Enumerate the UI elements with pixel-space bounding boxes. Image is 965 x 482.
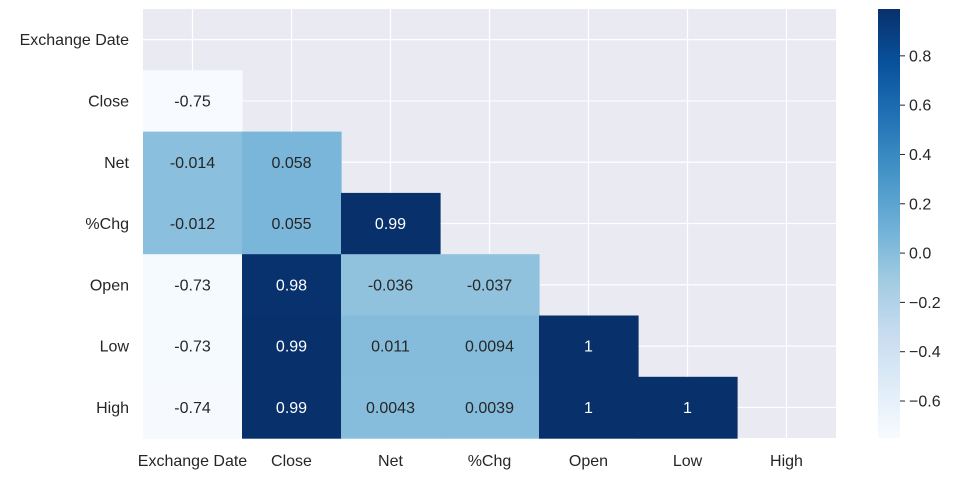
cell-value-label: -0.73	[174, 277, 211, 294]
heatmap-cell-labels: -0.75 -0.014 0.058 -0.012 0.055 0.99 -0.73 0.98…	[170, 93, 692, 417]
colorbar-tick-label: 0.0	[909, 246, 931, 263]
y-tick-label: Low	[100, 339, 130, 356]
heatmap-cell	[440, 254, 540, 317]
y-tick-label: Close	[88, 93, 129, 110]
x-tick-label: Net	[378, 453, 403, 470]
heatmap-cell	[440, 376, 540, 439]
cell-value-label: -0.014	[170, 155, 215, 172]
cell-value-label: -0.036	[368, 277, 413, 294]
cell-value-label: 0.0094	[465, 339, 514, 356]
cell-value-label: 1	[584, 339, 593, 356]
heatmap-cell	[440, 315, 540, 378]
colorbar: 0.8 0.6 0.4 0.2 0.0 −0.2 −0.4 −0.6	[878, 9, 941, 438]
heatmap-cell	[143, 192, 243, 255]
heatmap-cell	[539, 376, 639, 439]
heatmap-cell	[143, 376, 243, 439]
heatmap-cell	[242, 254, 342, 317]
heatmap-cell	[341, 315, 441, 378]
heatmap-cell	[539, 315, 639, 378]
cell-value-label: 0.055	[271, 216, 311, 233]
cell-value-label: 0.99	[375, 216, 406, 233]
colorbar-tick-label: −0.2	[909, 295, 941, 312]
heatmap-cell	[242, 315, 342, 378]
cell-value-label: -0.75	[174, 93, 211, 110]
y-tick-label: Exchange Date	[20, 32, 130, 49]
heatmap-cell	[143, 70, 243, 133]
heatmap-cell	[143, 131, 243, 194]
heatmap-cell	[143, 254, 243, 317]
x-tick-label: Close	[271, 453, 312, 470]
cell-value-label: 1	[683, 400, 692, 417]
cell-value-label: -0.012	[170, 216, 215, 233]
colorbar-tick-label: 0.8	[909, 48, 931, 65]
colorbar-tick-label: 0.2	[909, 196, 931, 213]
x-tick-label: Exchange Date	[138, 453, 248, 470]
heatmap-cell	[341, 192, 441, 255]
heatmap-cell	[143, 315, 243, 378]
cell-value-label: 0.98	[276, 277, 307, 294]
cell-value-label: 0.99	[276, 339, 307, 356]
colorbar-tick-label: 0.4	[909, 147, 931, 164]
colorbar-tick-label: −0.6	[909, 394, 941, 411]
heatmap-cell	[242, 131, 342, 194]
x-tick-label: Low	[673, 453, 703, 470]
cell-value-label: 0.99	[276, 400, 307, 417]
cell-value-label: 0.011	[371, 339, 410, 356]
x-tick-label: High	[770, 453, 803, 470]
y-tick-label: Net	[104, 155, 129, 172]
heatmap-cell	[341, 254, 441, 317]
cell-value-label: 0.058	[271, 155, 311, 172]
heatmap-cell	[341, 376, 441, 439]
cell-value-label: 0.0043	[366, 400, 415, 417]
colorbar-gradient	[878, 9, 900, 438]
heatmap-cell	[242, 376, 342, 439]
y-tick-label: Open	[90, 277, 129, 294]
y-tick-label: High	[96, 400, 129, 417]
colorbar-ticks: 0.8 0.6 0.4 0.2 0.0 −0.2 −0.4 −0.6	[900, 48, 941, 411]
heatmap-cells	[143, 70, 738, 439]
x-tick-label: Open	[569, 453, 608, 470]
colorbar-tick-label: −0.4	[909, 344, 941, 361]
cell-value-label: 1	[584, 400, 593, 417]
x-axis-tick-labels: Exchange Date Close Net %Chg Open Low High	[138, 453, 803, 470]
colorbar-tick-label: 0.6	[909, 98, 931, 115]
x-tick-label: %Chg	[468, 453, 512, 470]
y-axis-tick-labels: Exchange Date Close Net %Chg Open Low High	[20, 32, 130, 417]
heatmap-cell	[638, 376, 738, 439]
heatmap-cell	[242, 192, 342, 255]
cell-value-label: -0.73	[174, 339, 211, 356]
cell-value-label: -0.037	[467, 277, 512, 294]
cell-value-label: -0.74	[174, 400, 211, 417]
cell-value-label: 0.0039	[465, 400, 514, 417]
y-tick-label: %Chg	[85, 216, 129, 233]
